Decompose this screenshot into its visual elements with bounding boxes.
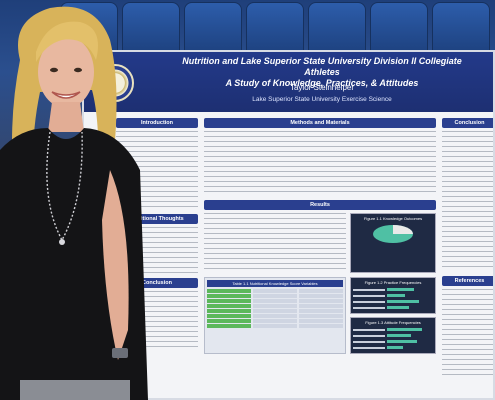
figure-caption: Figure 1.2 Practice Frequencies: [364, 280, 422, 285]
section-heading-introduction: Introduction: [116, 118, 198, 128]
poster-title-line1: Nutrition and Lake Superior State Univer…: [182, 56, 462, 77]
bar-row: [353, 327, 433, 332]
poster-column-center: Methods and Materials Results Figure 1.1…: [204, 118, 436, 398]
results-row: Figure 1.1 Knowledge Outcomes: [204, 213, 436, 273]
table-row: [207, 324, 343, 328]
poster-affiliation: Lake Superior State University Exercise …: [252, 96, 392, 103]
table-row: [207, 314, 343, 318]
table-caption: Table 1.1 Nutritional Knowledge Score Va…: [207, 280, 343, 287]
bar-row: [353, 287, 433, 292]
figure-stack: Figure 1.2 Practice Frequencies Figure 1…: [350, 277, 436, 354]
table-row: [207, 289, 343, 293]
poster-title-line2: A Study of Knowledge, Practices, & Attit…: [225, 78, 419, 88]
table-row: [207, 294, 343, 298]
table-row: [207, 319, 343, 323]
section-heading-references: References: [442, 276, 493, 286]
body-text-block: [442, 131, 493, 271]
bar-row: [353, 333, 433, 338]
section-heading-results: Results: [204, 200, 436, 210]
bar-row: [353, 299, 433, 304]
pie-chart-figure: [373, 225, 413, 243]
results-row: Table 1.1 Nutritional Knowledge Score Va…: [204, 277, 436, 354]
poster-author: Taylor Steinhelper: [289, 83, 355, 92]
section-heading-conclusion-right: Conclusion: [442, 118, 493, 128]
figure-knowledge-outcomes: Figure 1.1 Knowledge Outcomes: [350, 213, 436, 273]
bar-row: [353, 293, 433, 298]
poster-column-right: Conclusion References: [442, 118, 493, 398]
body-text-block: [204, 213, 346, 273]
figure-caption: Figure 1.1 Knowledge Outcomes: [363, 216, 423, 221]
bar-row: [353, 339, 433, 344]
figure-practice-frequencies: Figure 1.2 Practice Frequencies: [350, 277, 436, 314]
figure-caption: Figure 1.3 Attitude Frequencies: [365, 320, 421, 325]
poster-header: Nutrition and Lake Superior State Univer…: [84, 52, 493, 112]
section-heading-additional: Additional Thoughts: [116, 214, 198, 224]
research-poster: Nutrition and Lake Superior State Univer…: [82, 50, 495, 400]
section-heading-methods: Methods and Materials: [204, 118, 436, 128]
table-row: [207, 304, 343, 308]
knowledge-score-table: Table 1.1 Nutritional Knowledge Score Va…: [204, 277, 346, 354]
bar-row: [353, 305, 433, 310]
presenter-person: [0, 6, 148, 400]
poster-title: Nutrition and Lake Superior State Univer…: [172, 56, 472, 89]
table-row: [207, 309, 343, 313]
bar-row: [353, 345, 433, 350]
figure-attitude-frequencies: Figure 1.3 Attitude Frequencies: [350, 317, 436, 354]
body-text-block: [442, 289, 493, 379]
table-row: [207, 299, 343, 303]
body-text-block: [204, 131, 436, 195]
section-heading-conclusion: Conclusion: [116, 278, 198, 288]
